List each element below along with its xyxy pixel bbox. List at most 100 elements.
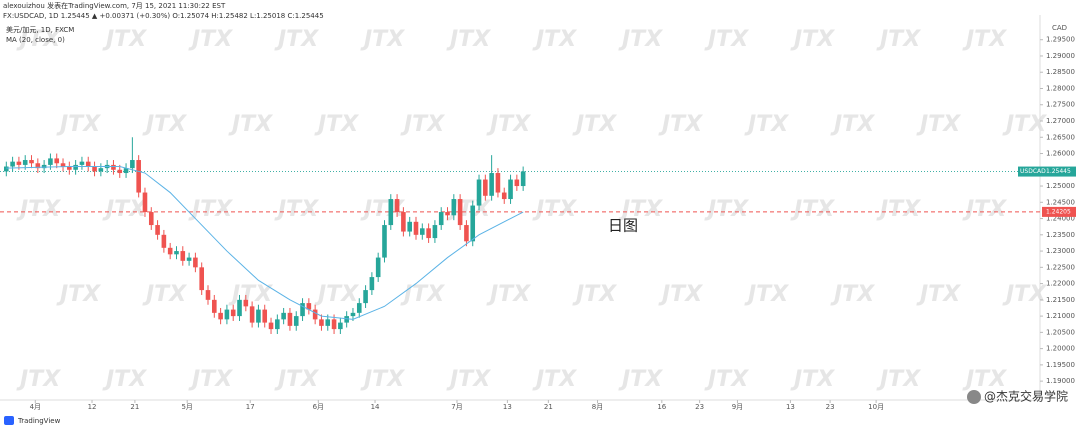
candle-body: [186, 257, 192, 261]
candle-body: [224, 309, 230, 320]
x-tick-label: 16: [657, 403, 666, 411]
candle-body: [117, 169, 123, 174]
x-tick-label: 17: [246, 403, 255, 411]
candle-body: [356, 303, 362, 313]
x-tick-label: 13: [503, 403, 512, 411]
price-tag-value: 1.25445: [1046, 168, 1071, 175]
credit: @杰克交易学院: [984, 389, 1068, 404]
candle-body: [306, 303, 312, 310]
annotation: 日图: [608, 217, 638, 235]
candle-body: [4, 166, 9, 172]
watermark: JTX: [56, 282, 101, 307]
watermark: JTX: [532, 27, 577, 52]
candle-body: [293, 316, 299, 326]
level-tag: [1042, 206, 1076, 217]
x-tick-label: 9月: [732, 403, 743, 411]
candle-body: [174, 251, 179, 255]
candle-body: [275, 319, 280, 330]
symbol-title: 美元/加元, 1D, FXCM: [6, 25, 74, 34]
watermark: JTX: [102, 367, 147, 392]
candle-body: [388, 199, 394, 226]
candle-body: [451, 199, 457, 216]
watermark: JTX: [142, 112, 187, 137]
candle-body: [123, 168, 129, 174]
watermark: JTX: [360, 27, 405, 52]
candle-body: [48, 158, 53, 165]
candle-body: [501, 192, 507, 200]
brand-logo: [4, 416, 14, 425]
candle-body: [167, 247, 173, 255]
candle-body: [161, 234, 167, 248]
candle-body: [312, 309, 318, 320]
candle-body: [457, 199, 463, 226]
watermark: JTX: [532, 367, 577, 392]
candle-body: [338, 322, 343, 330]
candle-body: [243, 299, 249, 307]
y-tick-label: 1.24000: [1046, 215, 1075, 223]
candle-body: [331, 319, 337, 330]
candle-body: [426, 228, 431, 239]
candle-body: [193, 257, 198, 268]
candle-body: [262, 309, 268, 323]
watermark: JTX: [446, 367, 491, 392]
candle-body: [344, 316, 349, 323]
candle-body: [464, 225, 469, 242]
x-tick-label: 8月: [592, 403, 603, 411]
candle-body: [212, 299, 217, 313]
y-tick-label: 1.19500: [1046, 361, 1075, 369]
candle-body: [394, 199, 400, 213]
ma-line: [6, 166, 524, 320]
y-tick-label: 1.23500: [1046, 231, 1075, 239]
y-tick-label: 1.21500: [1046, 296, 1075, 304]
candle-body: [420, 228, 425, 235]
candle-body: [495, 173, 501, 193]
y-tick-label: 1.20500: [1046, 328, 1075, 336]
candle-body: [470, 205, 476, 242]
x-tick-label: 23: [826, 403, 835, 411]
watermark: JTX: [400, 112, 445, 137]
watermark: JTX: [56, 112, 101, 137]
x-tick-label: 21: [544, 403, 553, 411]
candle-body: [325, 319, 331, 326]
candle-body: [483, 179, 488, 196]
candle-body: [41, 164, 47, 169]
y-tick-label: 1.28000: [1046, 84, 1075, 92]
watermark: JTX: [744, 112, 789, 137]
watermark: JTX: [188, 197, 233, 222]
currency-label: CAD: [1052, 24, 1067, 32]
y-tick-label: 1.22000: [1046, 280, 1075, 288]
candle-body: [73, 164, 78, 170]
watermark: JTX: [274, 27, 319, 52]
watermark: JTX: [314, 282, 359, 307]
candle-body: [230, 309, 236, 317]
watermark: JTX: [618, 197, 663, 222]
candle-body: [130, 160, 135, 169]
watermark: JTX: [830, 112, 875, 137]
candle-body: [218, 312, 223, 320]
x-tick-label: 5月: [181, 403, 192, 411]
watermark: JTX: [188, 367, 233, 392]
watermark: JTX: [830, 282, 875, 307]
watermark: JTX: [102, 27, 147, 52]
watermark: JTX: [876, 367, 921, 392]
candle-body: [35, 163, 41, 169]
y-tick-label: 1.29000: [1046, 52, 1075, 60]
candle-body: [237, 299, 242, 317]
credit-icon: [967, 390, 981, 404]
indicator-label: MA (20, close, 0): [6, 36, 65, 44]
watermark: JTX: [962, 367, 1007, 392]
y-tick-label: 1.27500: [1046, 101, 1075, 109]
x-tick-label: 6月: [313, 403, 324, 411]
watermark: JTX: [16, 27, 61, 52]
x-tick-label: 10月: [868, 403, 884, 411]
candle-body: [54, 158, 60, 164]
y-tick-label: 1.23000: [1046, 247, 1075, 255]
watermark: JTX: [744, 282, 789, 307]
watermark: JTX: [274, 367, 319, 392]
x-tick-label: 7月: [451, 403, 462, 411]
candle-body: [287, 312, 293, 326]
candle-body: [445, 212, 450, 216]
candle-body: [413, 221, 419, 235]
x-tick-label: 14: [371, 403, 380, 411]
watermark: JTX: [790, 367, 835, 392]
